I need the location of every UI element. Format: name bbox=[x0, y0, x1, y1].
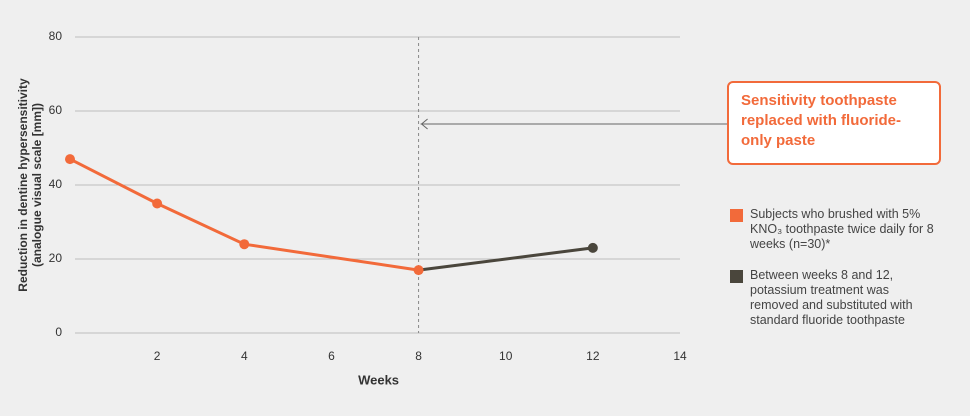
legend-swatch bbox=[730, 270, 743, 283]
data-line bbox=[418, 246, 594, 272]
y-tick-label: 20 bbox=[49, 251, 63, 265]
arrow-head bbox=[420, 118, 428, 130]
annotation: Sensitivity toothpaste replaced with flu… bbox=[727, 81, 941, 165]
x-tick-label: 8 bbox=[415, 349, 422, 363]
data-line bbox=[69, 157, 419, 272]
data-point bbox=[152, 198, 163, 209]
x-tick-label: 2 bbox=[154, 349, 161, 363]
y-tick-label: 60 bbox=[49, 103, 63, 117]
y-tick-label: 80 bbox=[49, 29, 63, 43]
y-tick-label: 40 bbox=[49, 177, 63, 191]
data-point bbox=[587, 242, 598, 253]
y-tick-label: 0 bbox=[55, 325, 62, 339]
data-point bbox=[413, 265, 424, 276]
data-point bbox=[239, 239, 250, 250]
legend-label: Between weeks 8 and 12, potassium treatm… bbox=[750, 268, 913, 327]
data-point bbox=[65, 154, 75, 165]
legend-item: Subjects who brushed with 5% KNO₃ toothp… bbox=[730, 207, 940, 252]
legend-label: Subjects who brushed with 5% KNO₃ toothp… bbox=[750, 207, 934, 251]
x-tick-label: 14 bbox=[673, 349, 687, 363]
y-axis-label-line: (analogue visual scale [mm]) bbox=[30, 103, 44, 267]
x-tick-label: 10 bbox=[499, 349, 513, 363]
y-axis-label-line: Reduction in dentine hypersensitivity bbox=[16, 78, 30, 292]
y-axis-label: Reduction in dentine hypersensitivity(an… bbox=[16, 78, 44, 292]
x-tick-label: 4 bbox=[241, 349, 248, 363]
x-tick-label: 12 bbox=[586, 349, 600, 363]
legend-swatch bbox=[730, 209, 743, 222]
x-tick-label: 6 bbox=[328, 349, 335, 363]
legend-item: Between weeks 8 and 12, potassium treatm… bbox=[730, 268, 940, 328]
x-axis-label: Weeks bbox=[358, 372, 399, 387]
